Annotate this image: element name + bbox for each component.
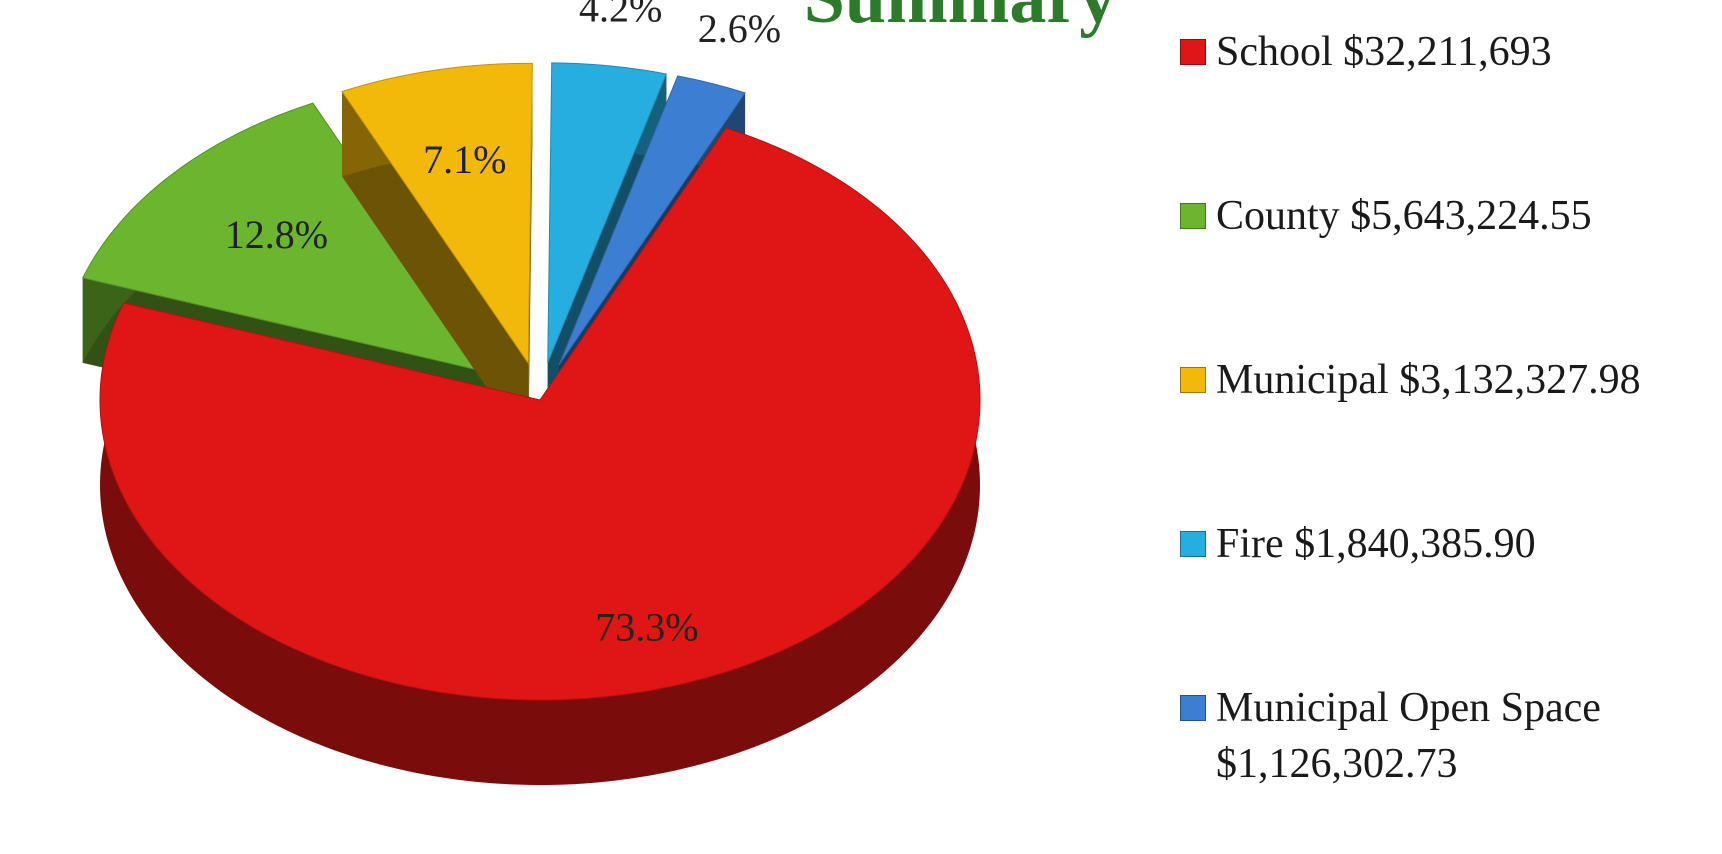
data-label: 12.8% [225, 212, 328, 257]
legend-swatch [1180, 695, 1206, 721]
legend-label: Fire $1,840,385.90 [1216, 521, 1536, 567]
legend-label: County $5,643,224.55 [1216, 193, 1592, 239]
legend-swatch [1180, 531, 1206, 557]
slice-top [341, 62, 533, 365]
legend-label: School $32,211,693 [1216, 29, 1552, 75]
legend-item: Fire $1,840,385.90 [1180, 516, 1680, 572]
slice-top [547, 62, 668, 364]
legend-label: Municipal Open Space $1,126,302.73 [1216, 685, 1601, 787]
legend-swatch [1180, 203, 1206, 229]
legend-swatch [1180, 39, 1206, 65]
data-label: 73.3% [595, 604, 698, 649]
slice-edge [342, 91, 529, 449]
legend-item: Municipal Open Space $1,126,302.73 [1180, 680, 1680, 792]
data-label: 4.2% [579, 0, 662, 31]
legend-label: Municipal $3,132,327.98 [1216, 357, 1641, 403]
pie-slice [99, 127, 981, 785]
chart-title: Summary [804, 0, 1116, 39]
legend-swatch [1180, 367, 1206, 393]
legend-item: County $5,643,224.55 [1180, 188, 1680, 244]
legend-item: School $32,211,693 [1180, 24, 1680, 80]
data-label: 2.6% [698, 6, 781, 51]
slice-top [82, 102, 501, 376]
legend-item: Municipal $3,132,327.98 [1180, 352, 1680, 408]
slice-top [99, 127, 981, 701]
pie-slice [341, 62, 533, 449]
slice-top [558, 75, 746, 366]
data-label: 7.1% [423, 137, 506, 182]
